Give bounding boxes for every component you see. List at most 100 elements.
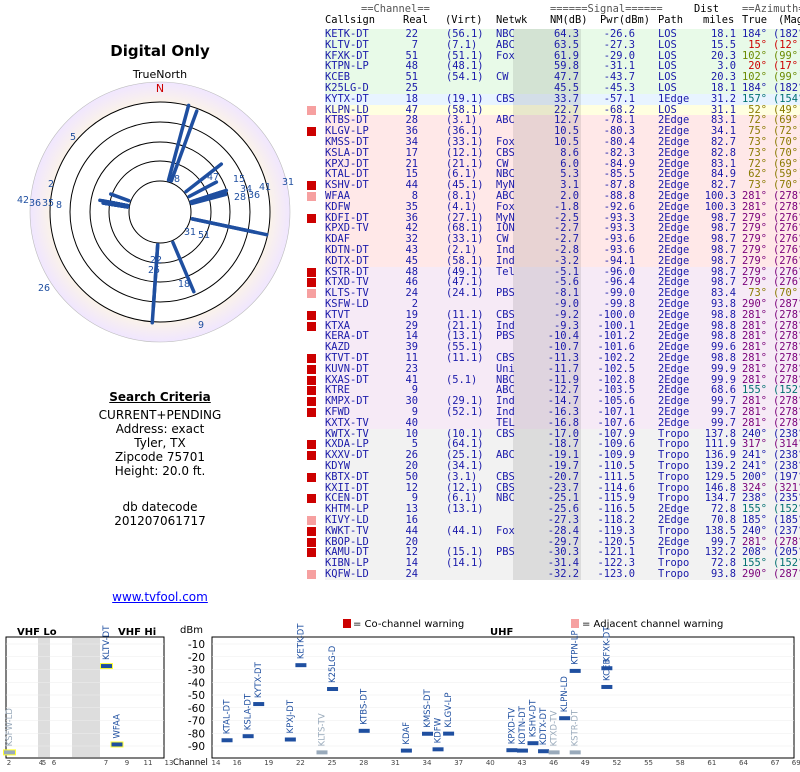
cell-true: 241°: [741, 460, 767, 472]
cell-net: CBS: [496, 352, 515, 364]
cell-virt: (58.1): [446, 103, 484, 116]
radar-ring: [108, 160, 212, 264]
cell-pwr: -93.6: [603, 233, 635, 246]
table-row[interactable]: KHTM-LP 13 (13.1) -25.6 -116.5 2Edge 72.8 155° (…: [325, 504, 800, 515]
table-row[interactable]: KTAL-DT 15 (6.1) NBC 5.3 -85.5 2Edge 84.9 62° (59…: [325, 168, 800, 181]
table-row[interactable]: KTVT-DT 11 (11.1) CBS -11.3 -102.2 2Edge 98.8 28…: [307, 352, 800, 364]
table-row[interactable]: KXAS-DT 41 (5.1) NBC -11.9 -102.8 2Edge 99.9 281…: [307, 373, 800, 386]
table-row[interactable]: KIBN-LP 14 (14.1) -31.4 -122.3 Tropo 72.8 155° (…: [325, 558, 800, 569]
station-bar-label: KPXJ-DT: [286, 699, 296, 733]
table-row[interactable]: KBTX-DT 50 (3.1) CBS -20.7 -111.5 Tropo 129.5 20…: [307, 470, 800, 483]
table-row[interactable]: WFAA 8 (8.1) ABC 2.0 -88.8 2Edge 100.3 281° (278°…: [307, 190, 800, 202]
table-row[interactable]: KDFI-DT 36 (27.1) MyN -2.5 -93.3 2Edge 98.7 279°…: [307, 212, 800, 224]
table-row[interactable]: KWKT-TV 44 (44.1) Fox -28.4 -119.3 Tropo 138.5 2…: [307, 525, 800, 537]
station-bar: [4, 750, 15, 755]
table-row[interactable]: KDFW 35 (4.1) Fox -1.8 -92.6 2Edge 100.3 281° (27…: [325, 201, 800, 213]
table-row[interactable]: KDTX-DT 45 (58.1) Ind -3.2 -94.1 2Edge 98.7 279°…: [325, 254, 800, 267]
table-row[interactable]: KSLA-DT 17 (12.1) CBS 8.6 -82.3 2Edge 82.8 73° (7…: [325, 147, 800, 159]
table-row[interactable]: KWTX-TV 10 (10.1) CBS -17.0 -107.9 Tropo 137.8 2…: [325, 428, 800, 440]
cell-mi: 34.1: [710, 125, 736, 138]
cell-pwr: -43.7: [603, 71, 635, 84]
cell-virt: (25.1): [446, 449, 484, 462]
radar-label: 35: [42, 198, 54, 209]
cell-virt: (52.1): [446, 406, 484, 418]
dbm-label: dBm: [180, 625, 203, 636]
cell-pwr: -105.6: [597, 395, 635, 408]
criteria-line: Zipcode 75701: [114, 450, 206, 464]
cell-pwr: -88.8: [603, 190, 635, 202]
cell-net: Ind: [496, 254, 515, 267]
table-row[interactable]: KMSS-DT 34 (33.1) Fox 10.5 -80.4 2Edge 82.7 73° (…: [325, 137, 800, 148]
nm-cell-shade: [513, 191, 581, 202]
cell-nm: -3.2: [553, 254, 579, 267]
table-row[interactable]: KTXA 29 (21.1) Ind -9.3 -100.1 2Edge 98.8 281° (2…: [307, 320, 800, 332]
table-row[interactable]: KSFW-LD 2 -9.0 -99.8 2Edge 93.8 290° (287°): [325, 299, 800, 310]
table-row[interactable]: KDAF 32 (33.1) CW -2.7 -93.6 2Edge 98.7 279° (276…: [325, 234, 800, 245]
table-row[interactable]: KTRE 9 ABC -12.7 -103.5 2Edge 68.6 155° (152°): [307, 385, 800, 397]
cell-net: MyN: [496, 179, 515, 192]
table-row[interactable]: KXDA-LP 5 (64.1) -18.7 -109.6 Tropo 111.9 317° (…: [307, 439, 800, 451]
cell-pwr: -84.9: [603, 157, 635, 170]
table-row[interactable]: KLPN-LD 47 (58.1) 22.7 -68.2 LOS 31.1 52° (49°): [307, 103, 800, 116]
radar-label: 42: [17, 195, 29, 206]
cell-cs: KMSS-DT: [325, 136, 369, 148]
cell-cs: KXAS-DT: [325, 373, 369, 386]
table-row[interactable]: KXXV-DT 26 (25.1) ABC -19.1 -109.9 Tropo 136.9 2…: [307, 449, 800, 462]
table-row[interactable]: KFWD 9 (52.1) Ind -16.3 -107.1 2Edge 99.7 281° (2…: [307, 406, 800, 418]
table-row[interactable]: KDTN-DT 43 (2.1) Ind -2.8 -93.6 2Edge 98.7 279° (…: [325, 245, 800, 256]
cell-mag: (197°): [773, 470, 800, 483]
y-tick-label: -70: [188, 716, 205, 728]
table-row[interactable]: KSTR-DT 48 (49.1) Tel -5.1 -96.0 2Edge 98.7 279°…: [307, 266, 800, 278]
table-row[interactable]: KPXJ-DT 21 (21.1) CW 6.0 -84.9 2Edge 83.1 72° (69…: [325, 157, 800, 170]
table-row[interactable]: KAZD 39 (55.1) -10.7 -101.6 2Edge 99.6 281° (278…: [325, 342, 800, 353]
table-row[interactable]: KAMU-DT 12 (15.1) PBS -30.3 -121.1 Tropo 132.2 2…: [307, 546, 800, 559]
radar-label: 9: [198, 320, 204, 331]
table-row[interactable]: KCEB 51 (54.1) CW 47.7 -43.7 LOS 20.3 102° (99°): [325, 72, 800, 83]
table-row[interactable]: K25LG-D 25 45.5 -45.3 LOS 18.1 184° (182°): [325, 83, 800, 94]
cell-pwr: -102.8: [597, 373, 635, 386]
cell-mag: (70°): [773, 287, 800, 300]
cell-mi: 18.1: [710, 82, 736, 94]
tvfool-link[interactable]: www.tvfool.com: [112, 590, 208, 604]
cell-real: 40: [405, 416, 418, 429]
cell-nm: -25.6: [547, 503, 579, 516]
table-row[interactable]: KLTV-DT 7 (7.1) ABC 63.5 -27.3 LOS 15.5 15° (12°): [325, 39, 800, 51]
nm-cell-shade: [513, 266, 581, 278]
table-row[interactable]: KCEN-DT 9 (6.1) NBC -25.1 -115.9 Tropo 134.7 238…: [307, 493, 800, 505]
table-row[interactable]: KQFW-LD 24 -32.2 -123.0 Tropo 93.8 290° (287°): [307, 568, 800, 580]
table-row[interactable]: KTBS-DT 28 (3.1) ABC 12.7 -78.1 2Edge 83.1 72° (6…: [325, 115, 800, 127]
table-row[interactable]: KPXD-TV 42 (68.1) ION -2.7 -93.3 2Edge 98.7 279°…: [325, 223, 800, 235]
table-row[interactable]: KFXK-DT 51 (51.1) Fox 61.9 -29.0 LOS 20.3 102° (9…: [325, 50, 800, 62]
x-tick-label: 28: [359, 759, 368, 767]
table-row[interactable]: KERA-DT 14 (13.1) PBS -10.4 -101.2 2Edge 98.8 28…: [325, 331, 800, 343]
nm-cell-shade: [513, 482, 581, 494]
table-row[interactable]: KTXD-TV 46 (47.1) -5.6 -96.4 2Edge 98.7 279° (27…: [307, 276, 800, 289]
cell-mag: (276°): [773, 244, 800, 256]
table-row[interactable]: KMPX-DT 30 (29.1) Ind -14.7 -105.6 2Edge 99.7 28…: [307, 395, 800, 408]
table-row[interactable]: KXTX-TV 40 TEL -16.8 -107.6 2Edge 99.7 281° (278…: [325, 416, 800, 429]
table-row[interactable]: KTPN-LP 48 (48.1) 59.8 -31.1 LOS 3.0 20° (17°): [325, 61, 800, 73]
cell-cs: KSFW-LD: [325, 298, 369, 310]
cell-pwr: -101.6: [597, 341, 635, 354]
table-row[interactable]: KLGV-LP 36 (36.1) 10.5 -80.3 2Edge 34.1 75° (72°…: [307, 125, 800, 138]
table-row[interactable]: KXII-DT 12 (12.1) CBS -23.7 -114.6 Tropo 146.8 3…: [325, 482, 800, 494]
cell-cs: KSHV-DT: [325, 179, 369, 192]
table-row[interactable]: KDYW 20 (34.1) -19.7 -110.5 Tropo 139.2 241° (23…: [325, 461, 800, 472]
cell-pwr: -96.4: [603, 276, 635, 289]
cell-net: PBS: [496, 546, 515, 559]
radar-spoke: [189, 194, 213, 205]
table-row[interactable]: KBOP-LD 20 -29.7 -120.5 2Edge 99.7 281° (278°): [307, 536, 800, 548]
table-row[interactable]: KTVT 19 (11.1) CBS -9.2 -100.0 2Edge 98.8 281° (2…: [307, 309, 800, 321]
group-header-dist: Dist: [694, 3, 720, 15]
table-row[interactable]: KETK-DT 22 (56.1) NBC 64.3 -26.6 LOS 18.1 184° (1…: [325, 29, 800, 40]
table-row[interactable]: KIVY-LD 16 -27.3 -118.2 2Edge 70.8 185° (185°): [307, 515, 800, 526]
cell-mi: 93.8: [710, 568, 736, 580]
true-north-label: TrueNorth: [132, 68, 188, 81]
table-row[interactable]: KUVN-DT 23 Uni -11.7 -102.5 2Edge 99.9 281° (278…: [307, 363, 800, 375]
spectrum-frames: [5, 636, 795, 759]
table-row[interactable]: KLTS-TV 24 (24.1) PBS -8.1 -99.0 2Edge 83.4 73° (…: [307, 287, 800, 300]
cell-real: 15: [405, 168, 418, 181]
table-row[interactable]: KYTX-DT 18 (19.1) CBS 33.7 -57.1 1Edge 31.2 157°…: [325, 93, 800, 105]
table-row[interactable]: KSHV-DT 44 (45.1) MyN 3.1 -87.8 2Edge 82.7 73° (7…: [307, 179, 800, 192]
nm-cell-shade: [513, 569, 581, 580]
